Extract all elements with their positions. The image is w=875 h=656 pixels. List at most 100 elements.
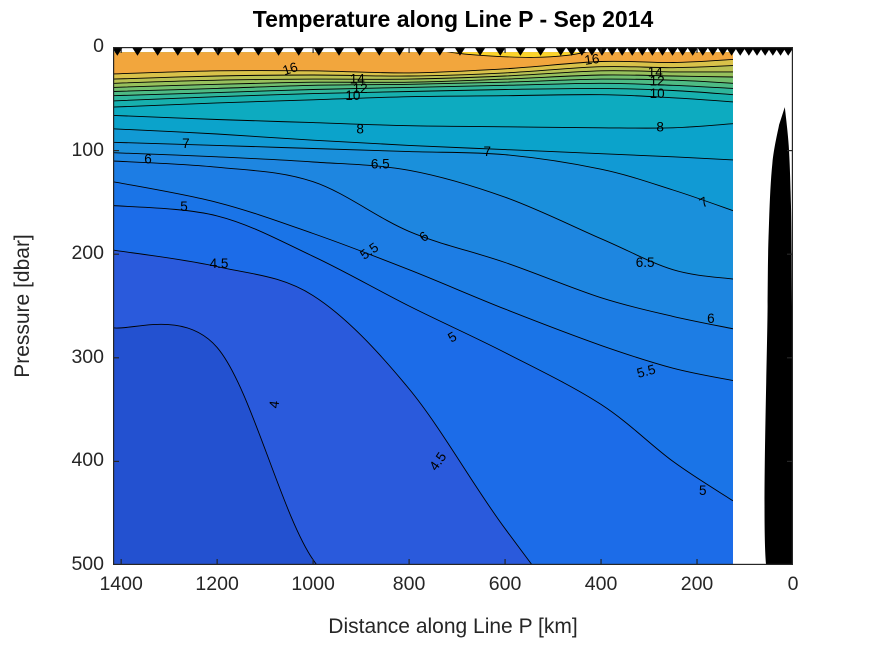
station-marker (637, 47, 648, 56)
station-marker (667, 47, 678, 56)
x-tick-label: 1000 (291, 573, 335, 595)
station-marker (535, 47, 546, 56)
station-marker (743, 47, 755, 56)
x-tick-label: 0 (787, 573, 799, 595)
station-marker (657, 47, 668, 56)
station-marker (783, 47, 793, 56)
isotherm-line-9 (113, 94, 734, 108)
station-marker (726, 47, 737, 56)
station-marker (132, 47, 143, 56)
contour-label-10: 10 (345, 88, 360, 103)
contour-label-8: 8 (656, 119, 664, 134)
contour-label-6.5: 6.5 (371, 157, 390, 172)
station-marker (394, 47, 405, 56)
station-marker (253, 47, 264, 56)
station-marker (647, 47, 658, 56)
y-tick-label: 400 (71, 449, 104, 472)
station-marker (113, 47, 123, 56)
axis-box (113, 47, 793, 565)
contour-label-5.5: 5.5 (635, 362, 657, 381)
station-marker (212, 47, 224, 56)
station-marker (606, 47, 618, 56)
contour-label-12: 12 (353, 81, 368, 96)
chart-title: Temperature along Line P - Sep 2014 (252, 6, 654, 32)
isotherm-line-15 (113, 65, 734, 80)
x-tick-label: 200 (680, 573, 714, 595)
contour-label-4.5: 4.5 (210, 256, 229, 271)
station-marker (454, 47, 466, 56)
x-axis-label: Distance along Line P [km] (328, 615, 578, 638)
isotherm-line-7.5 (113, 128, 734, 161)
station-marker (172, 47, 183, 56)
contour-label-4: 4 (266, 399, 282, 409)
station-marker (627, 47, 638, 56)
contour-label-10: 10 (650, 86, 665, 101)
isotherm-line-8 (113, 114, 734, 129)
station-marker (677, 47, 688, 56)
isotherm-line-6.5 (113, 152, 734, 280)
station-marker (697, 47, 708, 56)
station-marker (707, 47, 719, 56)
station-marker (515, 47, 526, 56)
x-tick-label: 1200 (195, 573, 239, 595)
station-marker (474, 47, 486, 56)
contour-label-16: 16 (583, 51, 600, 68)
isotherm-line-7 (113, 141, 734, 212)
isotherm-line-12 (113, 78, 734, 92)
isotherm-line-16 (113, 58, 734, 75)
station-marker (333, 47, 345, 56)
contour-label-12: 12 (650, 74, 665, 89)
isotherm-band-16 (113, 52, 734, 74)
isotherm-line-6 (113, 160, 734, 330)
station-marker (759, 47, 771, 56)
station-marker (566, 47, 577, 56)
contour-label-16: 16 (281, 59, 300, 78)
station-marker (751, 47, 763, 56)
warm-lens-band (449, 52, 586, 58)
station-marker (273, 47, 284, 56)
station-marker (735, 47, 746, 56)
station-marker (353, 47, 365, 56)
station-marker (555, 47, 566, 56)
station-marker (586, 47, 598, 56)
isotherm-line-4 (113, 323, 318, 565)
station-marker (576, 47, 588, 56)
station-marker (687, 47, 698, 56)
station-marker (596, 47, 608, 56)
y-tick-label: 300 (71, 345, 104, 368)
contour-label-6: 6 (707, 311, 715, 326)
station-marker (767, 47, 779, 56)
station-marker (434, 47, 446, 56)
x-tick-label: 400 (584, 573, 618, 595)
station-marker (374, 47, 385, 56)
station-marker (233, 47, 244, 56)
isotherm-line-10 (113, 87, 734, 102)
y-tick-label: 500 (71, 553, 104, 575)
station-marker (717, 47, 729, 56)
contour-label-6.5: 6.5 (636, 255, 655, 270)
contour-label-6: 6 (144, 151, 152, 166)
station-marker (414, 47, 425, 56)
x-tick-label: 800 (392, 573, 426, 595)
station-marker (152, 47, 163, 56)
isotherm-line-5.5 (113, 181, 734, 382)
contour-label-8: 8 (356, 121, 364, 136)
station-marker (313, 47, 325, 56)
isotherm-line-4.5 (113, 249, 533, 565)
x-tick-label: 600 (488, 573, 522, 595)
bathymetry-shape (764, 107, 793, 565)
station-markers (113, 47, 793, 56)
y-tick-label: 0 (93, 35, 104, 57)
contour-label-5: 5 (180, 199, 188, 214)
x-tick-label: 1400 (99, 573, 143, 595)
contour-label-14: 14 (648, 64, 664, 79)
contour-label-7: 7 (484, 144, 492, 159)
contour-label-14: 14 (350, 72, 366, 87)
isotherm-line-14 (113, 70, 734, 84)
station-marker (775, 47, 786, 56)
station-marker (495, 47, 506, 56)
isotherm-line-17 (447, 52, 588, 58)
